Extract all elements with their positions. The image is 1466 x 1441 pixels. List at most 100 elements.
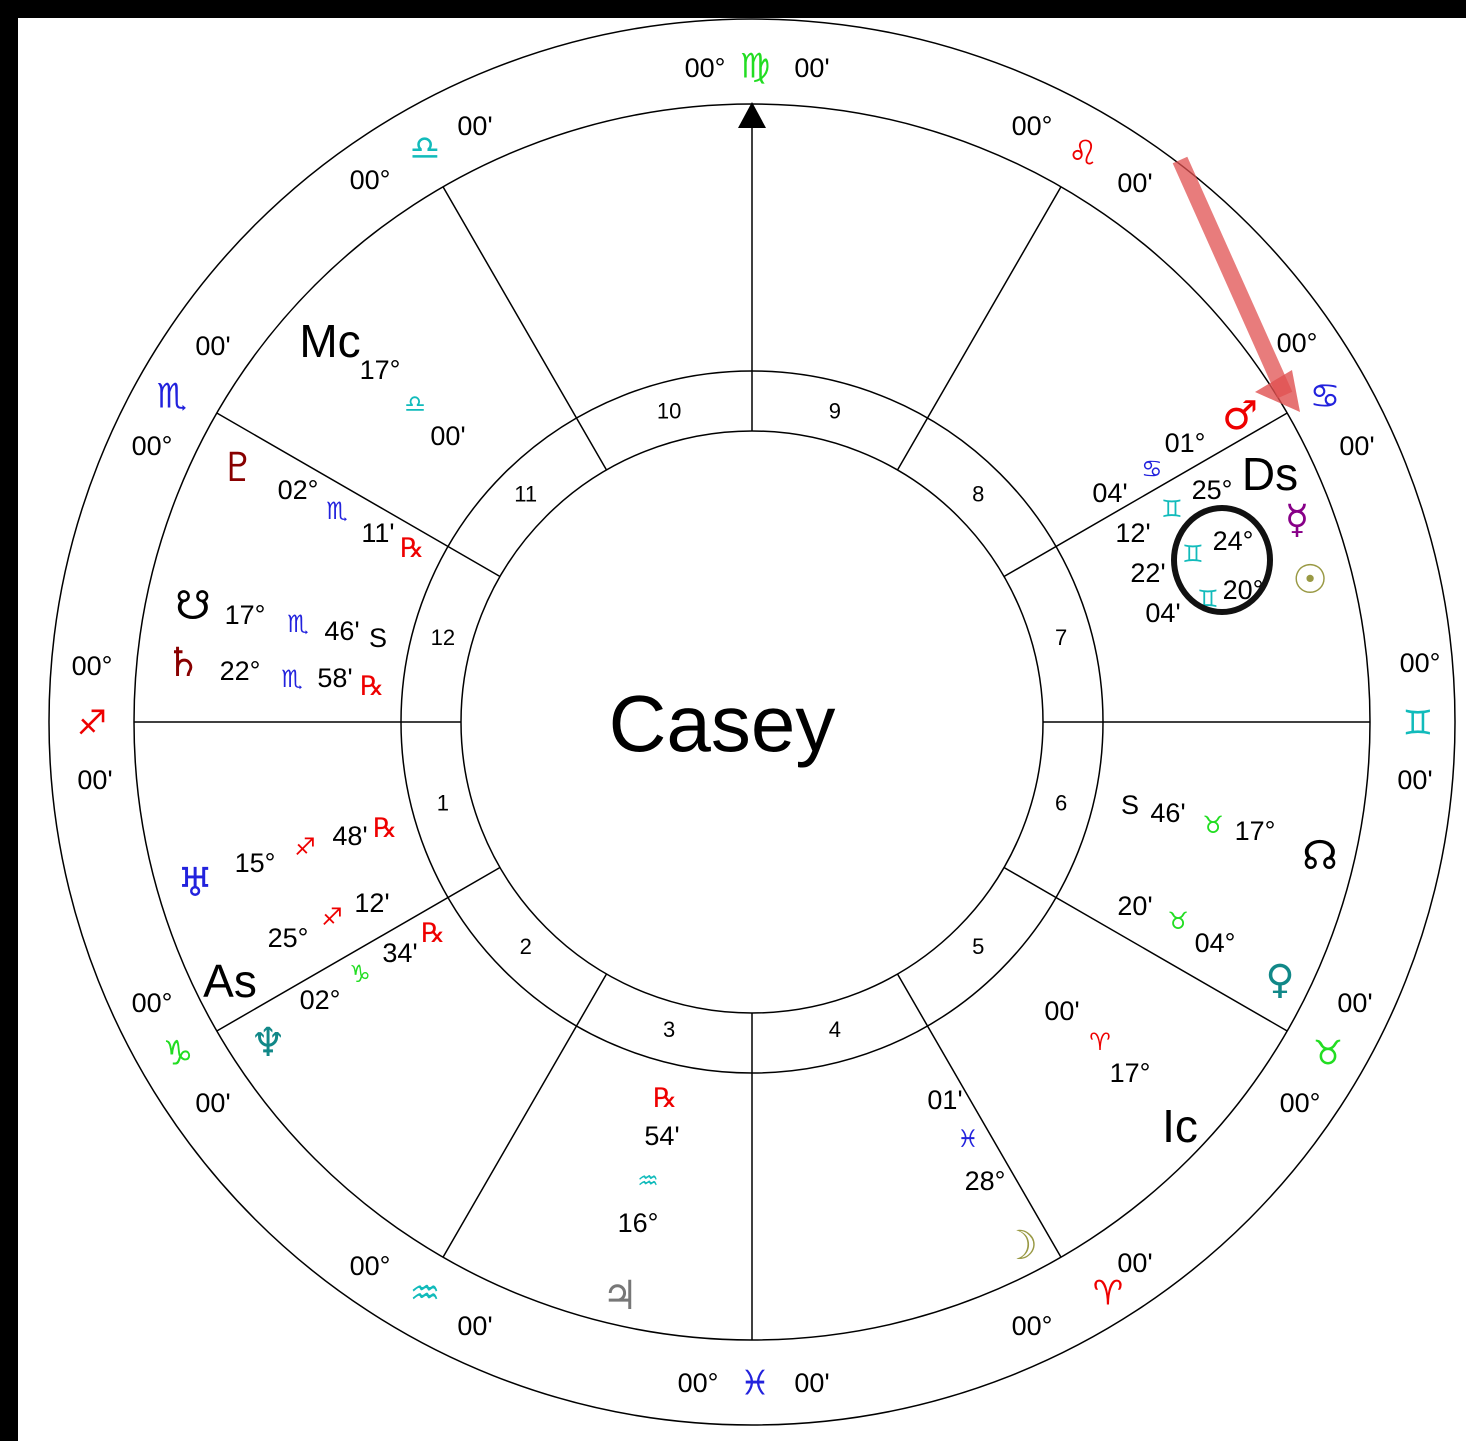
sign-degree: 00° (132, 431, 173, 461)
sign-glyph: ♓ (740, 1364, 770, 1404)
point-glyph: ♅ (177, 860, 213, 906)
sign-glyph: ♎ (410, 129, 440, 169)
sign-minute: 00' (794, 1368, 829, 1398)
point-sign: ♎ (404, 390, 426, 418)
sign-minute: 00' (794, 53, 829, 83)
cusp-line (896, 973, 1062, 1258)
point-sign: ♊ (1161, 495, 1183, 523)
house-number: 2 (520, 934, 532, 959)
sign-minute: 00' (1337, 988, 1372, 1018)
house-number: 5 (972, 934, 984, 959)
house-number: 8 (972, 482, 984, 507)
cusp-line (1003, 866, 1288, 1032)
annotation-arrowhead (1255, 370, 1300, 412)
sign-minute: 00' (1339, 431, 1374, 461)
sign-glyph: ♌ (1068, 134, 1098, 174)
sign-glyph: ♒ (410, 1274, 440, 1314)
sign-degree: 00° (1012, 1311, 1053, 1341)
point-glyph: Ic (1162, 1100, 1198, 1152)
sign-degree: 00° (350, 165, 391, 195)
sign-degree: 00° (678, 1368, 719, 1398)
point-sign: ♐ (321, 903, 343, 931)
house-number: 12 (431, 625, 455, 650)
point-glyph: Mc (299, 315, 360, 367)
sign-minute: 00' (457, 111, 492, 141)
point-sign: ♋ (1141, 455, 1163, 483)
point-degree: 28° (965, 1166, 1006, 1196)
point-minute: 00' (1044, 996, 1079, 1026)
point-glyph: ♃ (602, 1273, 638, 1319)
house-cusps (134, 104, 1370, 1340)
point-minute: 22' (1130, 558, 1165, 588)
annotation-arrow (1172, 156, 1293, 399)
point-glyph: ☿ (1285, 497, 1310, 543)
annotation-circle (1171, 505, 1273, 615)
sign-minute: 00' (195, 1088, 230, 1118)
cusp-line (442, 973, 608, 1258)
house-number: 1 (437, 791, 449, 816)
point-sign: ♒ (637, 1167, 659, 1195)
sign-degree: 00° (132, 988, 173, 1018)
point-minute: 11' (361, 518, 394, 548)
point-minute: 54' (644, 1121, 679, 1151)
point-minute: 46' (324, 616, 359, 646)
point-sign: ♏ (281, 665, 303, 693)
house-number: 11 (514, 482, 537, 507)
point-flag: ℞ (653, 1083, 677, 1113)
point-degree: 16° (618, 1208, 659, 1238)
sign-glyph: ♋ (1310, 377, 1340, 417)
sign-minute: 00' (1117, 1248, 1152, 1278)
point-degree: 02° (300, 985, 341, 1015)
point-minute: 46' (1150, 798, 1185, 828)
point-minute: 12' (354, 888, 389, 918)
sign-minute: 00' (195, 331, 230, 361)
outer-ring (48, 18, 1456, 1426)
sign-minute: 00' (457, 1311, 492, 1341)
point-flag: ℞ (421, 918, 445, 948)
sign-minute: 00' (1397, 765, 1432, 795)
point-minute: 00' (430, 421, 465, 451)
point-degree: 15° (235, 848, 276, 878)
sign-glyph: ♏ (157, 377, 187, 417)
cusp-line (442, 186, 608, 471)
point-glyph: ♇ (220, 445, 256, 491)
sign-degree: 00° (350, 1251, 391, 1281)
point-degree: 04° (1195, 928, 1236, 958)
point-sign: ♏ (287, 610, 309, 638)
sign-glyph: ♑ (163, 1034, 193, 1074)
point-glyph: ♆ (250, 1020, 286, 1066)
point-glyph: ☽ (1002, 1223, 1038, 1269)
sign-degree: 00° (1277, 328, 1318, 358)
point-degree: 25° (1192, 475, 1233, 505)
cusp-line (896, 186, 1062, 471)
point-glyph: ♀ (1265, 957, 1294, 1003)
point-minute: 01' (927, 1085, 962, 1115)
sign-degree: 00° (72, 651, 113, 681)
point-flag: S (1121, 790, 1139, 820)
point-sign: ♑ (349, 960, 371, 988)
point-degree: 17° (360, 355, 401, 385)
point-degree: 24° (1213, 526, 1254, 556)
point-sign: ♓ (957, 1125, 979, 1153)
point-sign: ♉ (1202, 811, 1224, 839)
point-flag: ℞ (400, 533, 424, 563)
point-sign: ♈ (1089, 1028, 1111, 1056)
point-degree: 25° (268, 923, 309, 953)
house-number: 9 (829, 399, 841, 424)
sign-glyph: ♈ (1093, 1274, 1123, 1314)
point-degree: 20° (1223, 575, 1264, 605)
house-number: 3 (663, 1017, 675, 1042)
point-glyph: ♂ (1222, 393, 1258, 439)
house-number: 4 (829, 1017, 841, 1042)
cusp-line (216, 866, 501, 1032)
point-degree: 02° (278, 475, 319, 505)
point-flag: S (369, 623, 387, 653)
point-degree: 17° (225, 600, 266, 630)
point-flag: ℞ (360, 671, 384, 701)
cusp-line (1003, 412, 1288, 578)
point-minute: 04' (1145, 598, 1180, 628)
sign-degree: 00° (1012, 111, 1053, 141)
sign-glyph: ♊ (1403, 704, 1433, 744)
